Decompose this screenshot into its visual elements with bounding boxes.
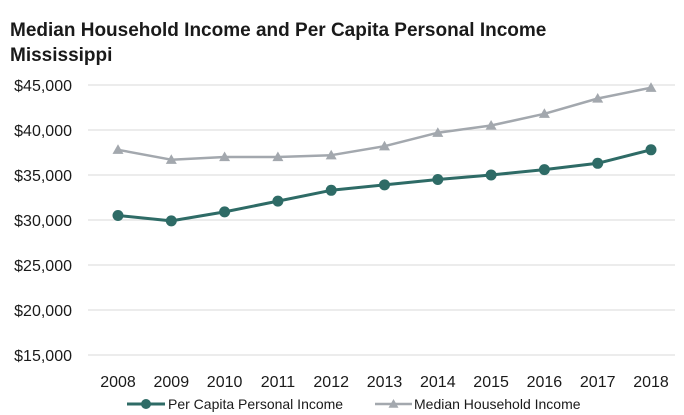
y-tick-label: $15,000 [14,348,72,365]
data-point-per-capita [325,184,337,196]
gridlines [88,84,675,356]
chart-title: Median Household Income and Per Capita P… [10,20,547,41]
y-tick-label: $40,000 [14,123,72,140]
data-point-per-capita [272,195,284,207]
x-tick-label: 2014 [420,374,456,391]
x-tick-label: 2013 [367,374,403,391]
data-point-median [485,120,497,130]
x-tick-label: 2016 [527,374,563,391]
data-point-median [379,140,390,151]
legend-marker-circle [141,399,151,409]
data-point-per-capita [379,179,390,191]
y-tick-label: $45,000 [14,78,72,95]
x-axis: 2008 2009 2010 2011 2012 2013 2014 2015 2016 2017… [100,374,669,391]
y-tick-label: $30,000 [14,213,72,230]
data-point-median [432,127,444,137]
data-point-per-capita [432,174,444,185]
x-tick-label: 2018 [633,374,669,391]
data-point-per-capita [538,164,550,176]
data-point-median [272,151,284,162]
data-point-median [538,108,550,118]
data-point-per-capita [165,215,177,227]
x-tick-label: 2010 [207,374,243,391]
data-point-median [592,93,604,103]
series-layer [112,82,657,227]
data-point-per-capita [112,210,124,221]
chart-subtitle: Mississippi [10,45,113,66]
legend-label: Median Household Income [414,396,581,412]
y-tick-label: $20,000 [14,303,72,320]
data-point-per-capita [592,157,604,169]
data-point-median [112,144,124,154]
x-tick-label: 2015 [473,374,509,391]
legend: Per Capita Personal Income Median Househo… [127,396,581,412]
y-tick-label: $25,000 [14,258,72,275]
data-point-median [645,82,657,92]
data-point-median [219,151,231,162]
data-point-per-capita [219,206,231,218]
y-tick-label: $35,000 [14,168,72,185]
x-tick-label: 2009 [154,374,190,391]
x-tick-label: 2017 [580,374,616,391]
x-tick-label: 2011 [261,374,296,391]
y-axis: $15,000 $20,000 $25,000 $30,000 $35,000 $40,0… [14,78,72,365]
data-point-median [165,154,177,164]
x-tick-label: 2012 [313,374,349,391]
chart-title-block: Median Household Income and Per Capita P… [10,18,546,68]
x-tick-label: 2008 [100,374,136,391]
legend-label: Per Capita Personal Income [168,396,343,412]
data-point-per-capita [485,169,497,181]
legend-marker-triangle [388,399,399,408]
data-point-median [325,149,337,160]
data-point-per-capita [645,144,657,156]
